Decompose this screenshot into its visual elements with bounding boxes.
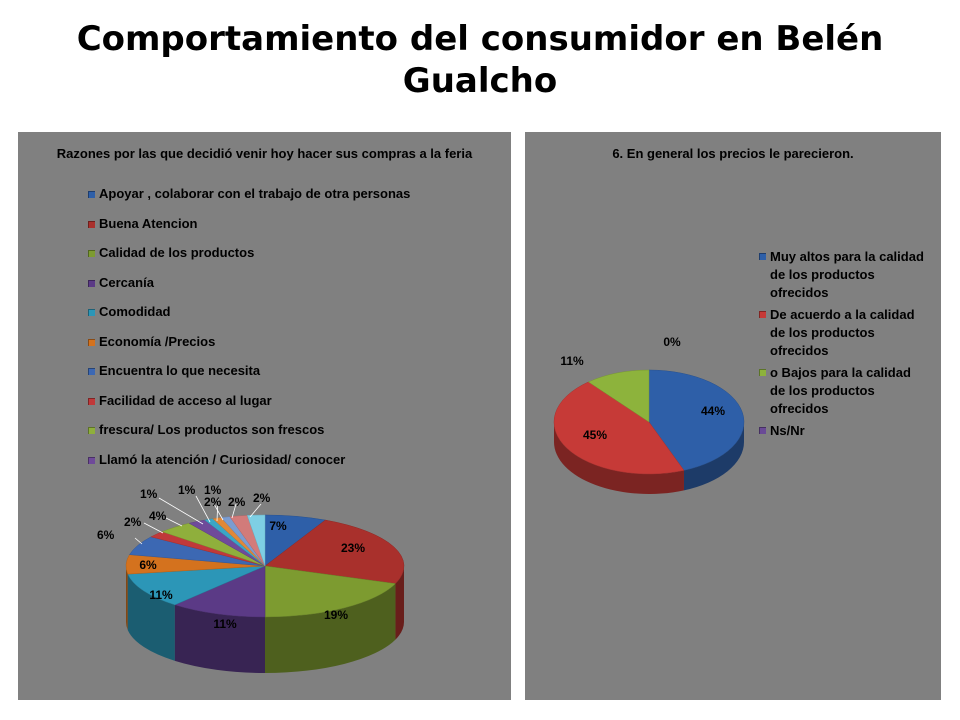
leader-line — [143, 522, 164, 534]
legend-swatch — [88, 427, 95, 434]
legend-label: Muy altos para la calidad de los product… — [770, 249, 924, 300]
legend-label: Ns/Nr — [770, 423, 805, 438]
legend-label: o Bajos para la calidad de los productos… — [770, 365, 911, 416]
legend-label: Encuentra lo que necesita — [99, 363, 261, 378]
legend-swatch — [759, 427, 766, 434]
leader-line — [165, 517, 183, 527]
pie-slice — [127, 565, 266, 606]
pie-chart-reasons: 7%23%19%11%11%6%6%2% 4%1% 1% 1%2% 2% 2% — [97, 483, 405, 673]
leader-line — [249, 503, 262, 518]
pie-slice-side — [265, 583, 396, 673]
legend-swatch — [759, 253, 766, 260]
legend-swatch — [759, 369, 766, 376]
data-label: 2% — [204, 495, 222, 509]
legend-item: Apoyar , colaborar con el trabajo de otr… — [88, 186, 410, 216]
legend-item: Llamó la atención / Curiosidad/ conocer — [88, 452, 410, 482]
legend-swatch — [88, 397, 95, 405]
pie-slice — [553, 381, 685, 475]
data-label: 7% — [269, 519, 287, 533]
legend-reasons: Apoyar , colaborar con el trabajo de otr… — [88, 186, 410, 481]
leader-line — [195, 495, 211, 523]
pie-slice — [587, 369, 650, 423]
data-label: 4% — [149, 509, 167, 523]
legend-item: De acuerdo a la calidad de los productos… — [759, 306, 929, 360]
legend-item: Encuentra lo que necesita — [88, 363, 410, 393]
data-label: 0% — [663, 335, 681, 349]
data-label: 2% — [228, 495, 246, 509]
legend-label: Facilidad de acceso al lugar — [99, 392, 272, 408]
pie-slice — [174, 565, 266, 618]
legend-item: Muy altos para la calidad de los product… — [759, 248, 929, 302]
data-label: 45% — [583, 428, 607, 442]
chart-title-reasons: Razones por las que decidió venir hoy ha… — [56, 146, 473, 161]
leader-line — [213, 503, 224, 521]
legend-item: Facilidad de acceso al lugar — [88, 393, 410, 423]
pie-slice-side — [395, 566, 404, 640]
data-label: 2% — [253, 491, 271, 505]
legend-swatch — [88, 368, 95, 375]
slide-title: Comportamiento del consumidor en Belén G… — [76, 19, 884, 101]
legend-prices: Muy altos para la calidad de los product… — [759, 248, 929, 444]
leader-line — [158, 497, 204, 525]
data-label: 11% — [213, 617, 237, 631]
data-label: 6% — [97, 528, 115, 542]
legend-label: Economía /Precios — [99, 333, 216, 349]
legend-item: o Bajos para la calidad de los productos… — [759, 364, 929, 418]
pie-slice — [264, 565, 396, 618]
pie-slice — [264, 519, 405, 584]
legend-swatch — [759, 311, 766, 318]
pie-slice-side — [554, 422, 684, 495]
legend-item: Cercanía — [88, 275, 410, 305]
legend-item: Ns/Nr — [759, 422, 929, 440]
legend-swatch — [88, 220, 95, 228]
data-label: 1% — [204, 483, 222, 497]
legend-label: Calidad de los productos — [99, 245, 255, 260]
pie-chart-prices: 44% 45% 11% 0% — [553, 335, 745, 495]
pie-slice — [648, 369, 745, 471]
leader-line — [134, 537, 143, 545]
legend-item: Economía /Precios — [88, 334, 410, 364]
legend-swatch — [88, 279, 95, 287]
pie-slice-side — [127, 574, 175, 661]
data-label: 11% — [149, 588, 173, 602]
legend-label: frescura/ Los productos son frescos — [99, 422, 325, 437]
legend-label: Buena Atencion — [99, 215, 198, 231]
legend-item: Comodidad — [88, 304, 410, 334]
data-label: 2% — [124, 515, 142, 529]
data-label: 19% — [324, 608, 348, 622]
data-label: 1% — [178, 483, 196, 497]
pie-slice-side — [126, 566, 128, 631]
pie-slice-side — [174, 604, 265, 673]
legend-swatch — [88, 191, 95, 198]
data-label: 1% — [140, 487, 158, 501]
legend-swatch — [88, 250, 95, 257]
data-label: 11% — [560, 354, 584, 368]
legend-swatch — [88, 309, 95, 316]
legend-swatch — [88, 338, 95, 346]
chart-title-prices: 6. En general los precios le parecieron. — [612, 146, 854, 161]
legend-item: Calidad de los productos — [88, 245, 410, 275]
legend-label: Llamó la atención / Curiosidad/ conocer — [99, 451, 346, 467]
pie-slice — [246, 514, 266, 567]
chart-panel-prices: 6. En general los precios le parecieron.… — [525, 132, 941, 700]
legend-label: Comodidad — [99, 304, 171, 319]
legend-swatch — [88, 456, 95, 464]
data-label: 23% — [341, 541, 365, 555]
legend-label: Cercanía — [99, 274, 154, 290]
data-label: 6% — [139, 558, 157, 572]
leader-line — [231, 503, 237, 519]
legend-label: De acuerdo a la calidad de los productos… — [770, 307, 915, 358]
pie-slice-side — [683, 422, 744, 491]
chart-panel-reasons: Razones por las que decidió venir hoy ha… — [18, 132, 511, 700]
legend-item: frescura/ Los productos son frescos — [88, 422, 410, 452]
legend-item: Buena Atencion — [88, 216, 410, 246]
legend-label: Apoyar , colaborar con el trabajo de otr… — [99, 186, 411, 201]
data-label: 44% — [701, 404, 725, 418]
